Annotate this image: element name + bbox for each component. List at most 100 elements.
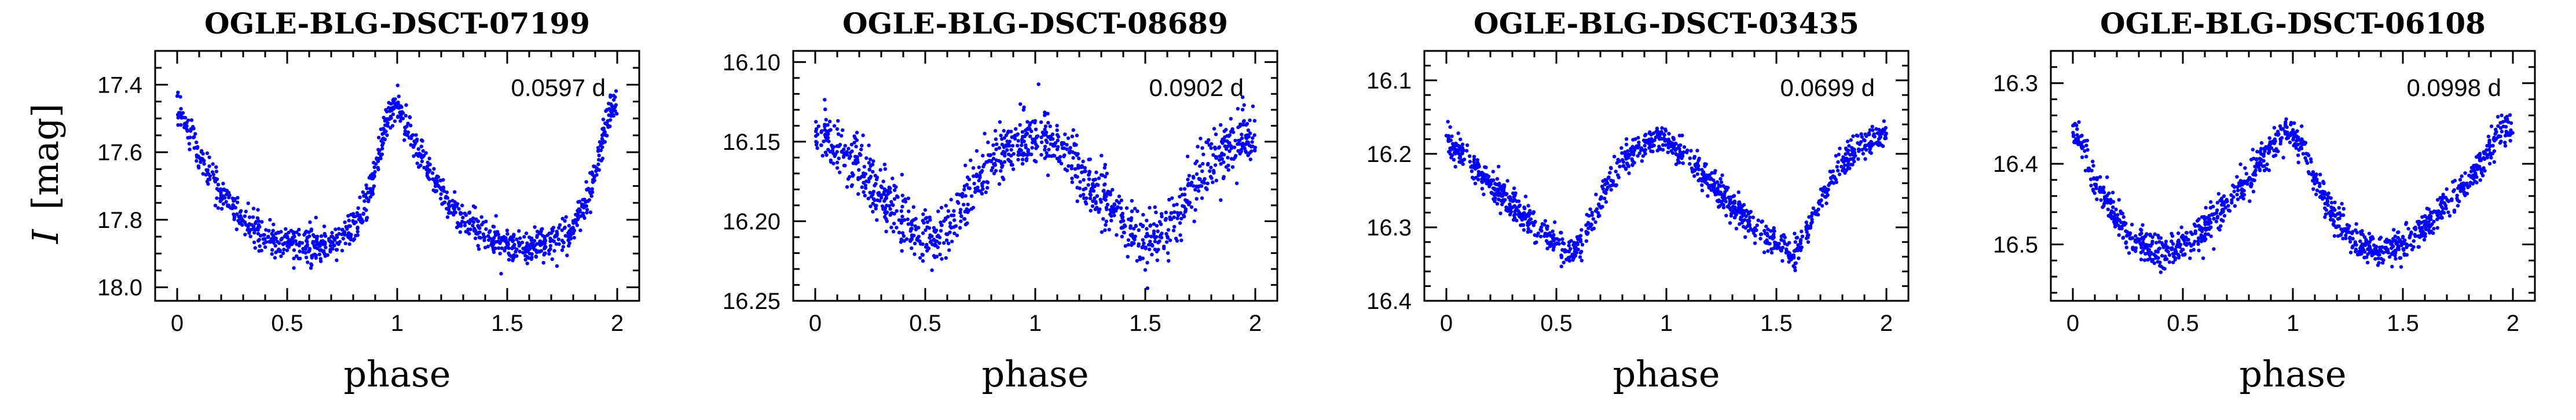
data-point (1172, 224, 1177, 229)
data-point (2231, 195, 2236, 199)
data-point (1826, 187, 1830, 191)
data-point (987, 153, 991, 157)
data-point (477, 225, 481, 229)
data-point (1731, 194, 1735, 198)
data-point (1643, 134, 1647, 138)
data-point (264, 228, 268, 232)
data-point (873, 204, 877, 208)
data-point (849, 142, 854, 147)
data-point (1226, 168, 1230, 172)
data-point (994, 137, 998, 141)
data-point (1102, 189, 1106, 193)
data-point (279, 254, 283, 259)
data-point (1036, 82, 1040, 86)
data-point (900, 172, 904, 176)
data-point (540, 227, 544, 231)
data-point (1002, 160, 1007, 164)
data-point (1529, 217, 1533, 221)
data-point (963, 163, 968, 168)
data-point (909, 227, 913, 231)
data-point (1193, 187, 1197, 192)
data-point (2222, 194, 2226, 198)
data-point (277, 248, 281, 252)
data-point (1126, 238, 1131, 242)
data-point (958, 208, 963, 212)
data-point (1192, 219, 1196, 223)
data-point (2214, 211, 2219, 215)
data-point (2157, 246, 2161, 250)
y-tick-label: 16.3 (1366, 215, 1412, 241)
data-point (1497, 193, 1501, 197)
data-point (1533, 233, 1537, 237)
data-point (862, 175, 866, 179)
data-point (2489, 156, 2493, 160)
data-point (1591, 217, 1595, 221)
data-point (1669, 144, 1674, 149)
data-point (384, 117, 389, 121)
data-point (1043, 113, 1047, 117)
data-point (1681, 161, 1685, 165)
data-point (895, 226, 899, 230)
data-point (568, 234, 572, 238)
data-point (952, 231, 957, 235)
data-point (515, 247, 519, 252)
data-point (1109, 219, 1113, 223)
data-point (2325, 200, 2329, 204)
data-point (2139, 231, 2143, 235)
data-point (2428, 231, 2432, 235)
data-point (272, 222, 276, 227)
data-point (1102, 165, 1107, 170)
data-point (499, 236, 503, 240)
data-point (1626, 156, 1630, 160)
data-point (1005, 148, 1009, 152)
data-point (830, 148, 835, 153)
data-point (887, 185, 891, 190)
data-point (2300, 142, 2304, 146)
data-point (1594, 193, 1598, 197)
data-point (1826, 193, 1830, 197)
data-point (535, 230, 540, 234)
data-point (1522, 228, 1526, 232)
data-point (405, 133, 409, 137)
data-point (936, 209, 940, 213)
data-point (2215, 215, 2220, 219)
data-point (1688, 162, 1692, 166)
data-point (2354, 222, 2358, 226)
data-point (2472, 164, 2476, 168)
data-point (1157, 239, 1161, 244)
data-point (1080, 170, 1084, 175)
data-point (2318, 172, 2322, 176)
data-point (2367, 231, 2372, 235)
data-point (297, 244, 301, 248)
data-point (1088, 196, 1093, 200)
data-point (1539, 225, 1544, 229)
data-point (935, 234, 940, 238)
data-point (263, 245, 268, 249)
data-point (1720, 173, 1724, 178)
data-point (2478, 178, 2482, 182)
data-point (1199, 137, 1203, 141)
y-axis-label-unit: [mag] (24, 104, 67, 210)
data-point (2475, 180, 2479, 185)
data-point (1574, 250, 1578, 255)
data-point (2240, 188, 2244, 192)
data-point (881, 179, 885, 183)
data-point (814, 127, 819, 131)
data-point (271, 229, 275, 233)
data-point (1834, 180, 1838, 185)
data-point (560, 248, 565, 252)
data-point (323, 241, 327, 245)
data-point (1593, 220, 1597, 224)
data-point (438, 197, 443, 201)
data-point (1105, 171, 1109, 176)
data-point (2258, 168, 2262, 172)
data-point (516, 240, 521, 245)
data-point (2204, 205, 2208, 210)
data-point (1172, 215, 1176, 219)
data-point (183, 116, 188, 120)
data-point (1047, 154, 1051, 158)
data-point (2425, 207, 2429, 211)
data-point (1076, 165, 1080, 170)
data-point (204, 172, 208, 177)
